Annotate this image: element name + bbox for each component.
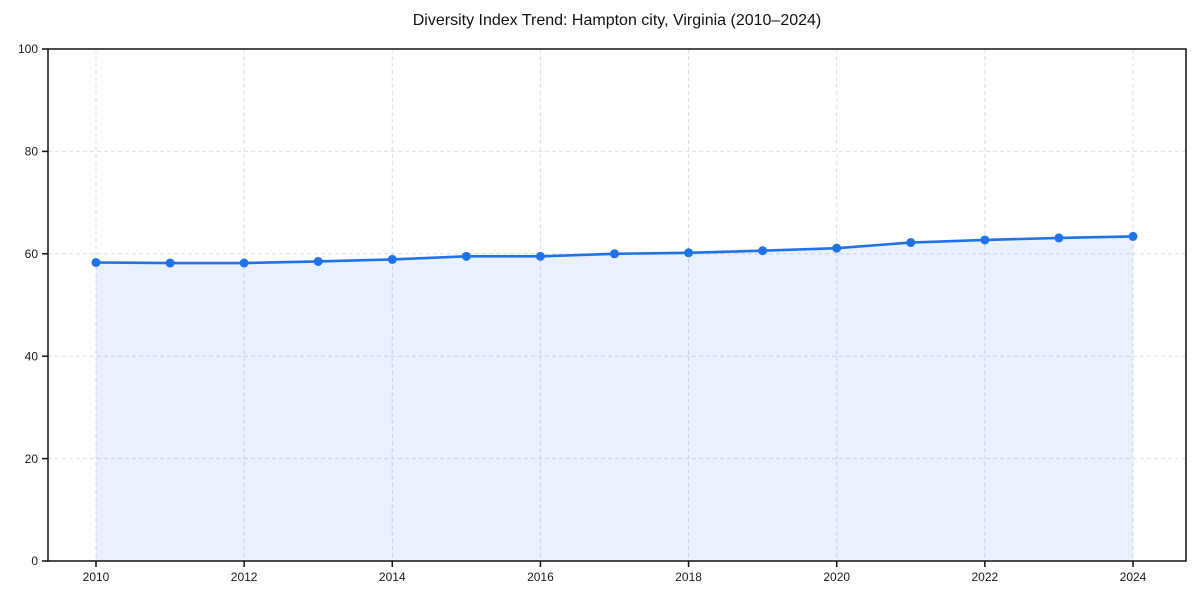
x-tick-label: 2022 [972,570,999,584]
y-tick-label: 20 [25,452,39,466]
x-tick-label: 2020 [823,570,850,584]
x-tick-label: 2012 [231,570,258,584]
data-point [610,249,619,259]
tick-labels-layer: 2010 2012 2014 2016 2018 2020 2022 2024 0 20 40 60 8… [18,42,1147,584]
x-tick-label: 2014 [379,570,406,584]
data-point [461,251,471,261]
x-tick-label: 2024 [1120,570,1147,584]
data-point [535,251,545,261]
data-point [91,258,101,268]
data-point [239,258,249,268]
chart-title: Diversity Index Trend: Hampton city, Vir… [413,12,822,29]
axes-layer [42,48,1187,567]
plot-border [47,48,1187,562]
gridlines-layer [48,49,1186,561]
data-point [1054,233,1064,243]
y-tick-label: 40 [25,349,39,363]
data-point [832,243,842,253]
area-fill [96,236,1133,561]
y-tick-label: 80 [25,145,39,159]
series-layer [91,231,1138,561]
y-tick-label: 0 [31,554,38,568]
x-tick-label: 2018 [675,570,702,584]
data-point [906,238,916,248]
data-point [684,248,694,258]
y-tick-label: 60 [25,247,39,261]
data-point [1128,231,1138,241]
x-tick-label: 2010 [83,570,110,584]
data-point [980,235,990,245]
data-point [387,254,397,264]
data-point [165,258,175,268]
x-tick-label: 2016 [527,570,554,584]
data-point [313,256,323,266]
data-point [758,246,768,256]
y-tick-label: 100 [18,42,38,56]
